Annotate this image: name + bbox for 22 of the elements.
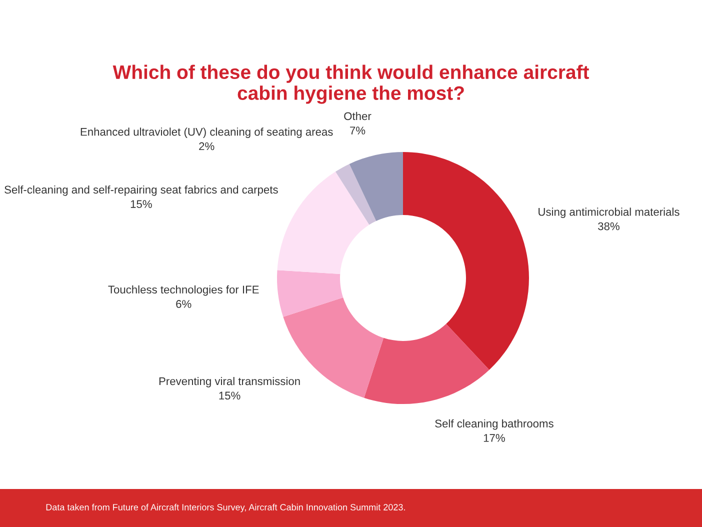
donut-slice [277, 270, 344, 317]
data-label: 15% [219, 392, 240, 400]
text: Data taken from Future of Aircraft Interiors Survey, Aircraft Cabin Innovation Summit 2023. [46, 504, 405, 512]
chart-title: Which of these do you think would enhance aircraft cabin hygiene the most? [112, 64, 589, 104]
slice-label: Self cleaning bathrooms [435, 419, 554, 430]
slice-label: Other [344, 112, 372, 120]
data-label: 7% [350, 126, 366, 134]
slice-label: Using antimicrobial materials [538, 208, 680, 218]
slice-label: Enhanced ultraviolet (UV) cleaning of seating areas [80, 128, 333, 138]
donut-slice [335, 164, 376, 225]
data-label: 38% [598, 222, 620, 230]
data-label: 6% [176, 300, 192, 308]
slice-label: Preventing viral transmission [159, 377, 300, 388]
donut-slice [403, 152, 529, 370]
donut-slice [349, 152, 403, 221]
donut-slice [277, 172, 370, 274]
data-label: 2% [199, 142, 214, 150]
data-label: 15% [130, 200, 152, 208]
slice-label: Touchless technologies for IFE [108, 285, 259, 296]
data-label: 17% [484, 434, 505, 442]
slice-label: Self-cleaning and self-repairing seat fabrics and carpets [4, 185, 278, 196]
donut-slice [364, 324, 490, 404]
